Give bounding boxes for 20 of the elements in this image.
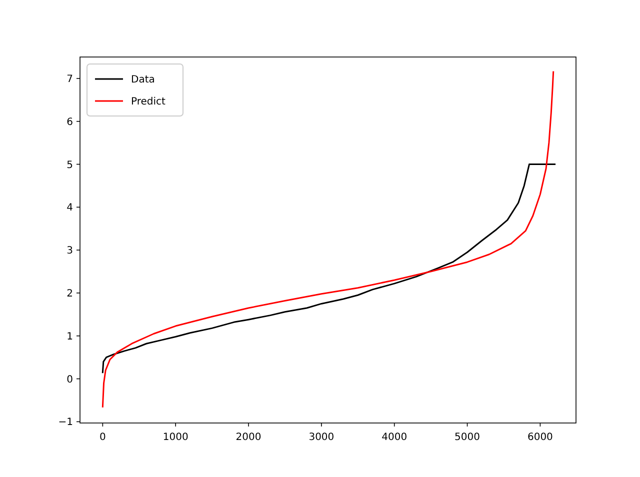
legend-label: Data bbox=[131, 74, 155, 86]
y-tick-label: 1 bbox=[66, 331, 73, 342]
y-tick-label: 0 bbox=[66, 374, 73, 386]
y-tick-label: 7 bbox=[66, 74, 73, 85]
y-tick-label: 3 bbox=[66, 246, 73, 257]
x-tick-label: 0 bbox=[99, 432, 106, 443]
y-tick-label: 2 bbox=[66, 288, 73, 300]
y-tick-label: 4 bbox=[66, 202, 73, 214]
x-tick-label: 2000 bbox=[236, 432, 262, 443]
line-series bbox=[102, 71, 554, 408]
x-tick-label: 5000 bbox=[454, 432, 480, 443]
legend-label: Predict bbox=[131, 96, 166, 108]
y-tick-label: 5 bbox=[66, 160, 73, 171]
line-series bbox=[102, 164, 556, 374]
x-tick-label: 4000 bbox=[382, 432, 408, 443]
x-tick-label: 1000 bbox=[162, 432, 188, 443]
x-tick-label: 6000 bbox=[527, 432, 553, 443]
y-tick-label: 6 bbox=[66, 116, 73, 128]
y-tick-label: −1 bbox=[58, 417, 73, 428]
x-tick-label: 3000 bbox=[308, 432, 334, 443]
